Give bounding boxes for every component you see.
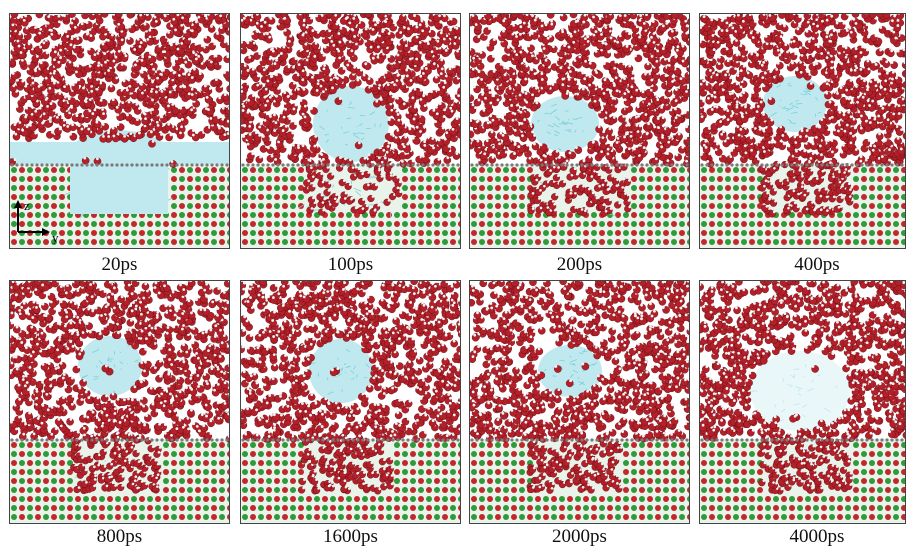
gas-bubble (309, 339, 373, 403)
time-label: 2000ps (552, 526, 607, 547)
water-molecules (241, 281, 460, 495)
water-molecules (700, 14, 905, 218)
md-snapshot (241, 281, 460, 523)
snapshot-image (9, 13, 230, 249)
y-axis-label: y (52, 230, 59, 244)
gas-bubble (750, 351, 850, 431)
water-molecules (470, 14, 689, 217)
snapshot-image (699, 13, 906, 249)
time-label: 400ps (794, 254, 840, 275)
time-label: 200ps (556, 254, 603, 275)
z-axis-label: z (24, 198, 30, 213)
snapshot-image (469, 280, 690, 524)
time-label: 1600ps (323, 526, 378, 547)
axis-indicator: z y (14, 198, 59, 244)
time-label: 800ps (96, 526, 143, 547)
time-label: 100ps (327, 254, 374, 275)
snapshot-image (699, 280, 906, 524)
water-molecules (700, 281, 905, 495)
md-snapshot (241, 14, 460, 248)
md-snapshot (470, 281, 689, 523)
snapshot-image (9, 280, 230, 524)
water-molecules (241, 14, 460, 216)
water-molecules (10, 14, 229, 168)
gas-bubble (763, 76, 827, 132)
gas-bubble (78, 336, 142, 396)
md-snapshot (700, 281, 905, 523)
md-snapshot (10, 281, 229, 523)
snapshot-image (469, 13, 690, 249)
water-molecules (10, 281, 229, 495)
snapshot-image (240, 280, 461, 524)
snapshot-image (240, 13, 461, 249)
gas-bubble (538, 345, 602, 397)
md-snapshot (470, 14, 689, 248)
water-molecules (470, 281, 689, 494)
md-snapshot (700, 14, 905, 248)
gas-bubble (313, 86, 389, 162)
time-label: 4000ps (789, 526, 845, 547)
md-snapshot (10, 14, 229, 248)
time-label: 20ps (101, 254, 138, 275)
gas-filled-cavity (70, 164, 168, 214)
